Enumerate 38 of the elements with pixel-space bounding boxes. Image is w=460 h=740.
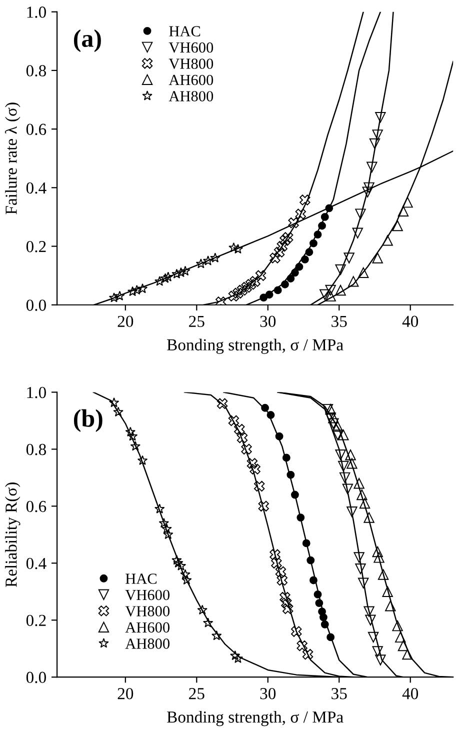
x-tick-label: 25 (189, 316, 204, 328)
y-tick-label: 0.0 (26, 672, 46, 684)
y-tick-label: 0.2 (26, 240, 46, 252)
annotation: (a) (74, 29, 101, 52)
y-tick-label: 1.0 (27, 386, 46, 398)
x-tick-label: 30 (260, 316, 276, 328)
y-tick-label: 0.4 (26, 558, 46, 570)
y-axis-title: Reliability R(σ) (5, 482, 20, 588)
x-tick-label: 40 (402, 688, 418, 700)
x-tick-label: 20 (118, 316, 134, 328)
y-tick-label: 0.4 (26, 182, 46, 194)
y-tick-label: 0.2 (26, 614, 46, 626)
legend-label: HAC (126, 574, 157, 584)
y-tick-label: 0.6 (26, 500, 46, 512)
y-tick-label: 0.0 (26, 300, 46, 311)
legend-label: AH600 (125, 622, 170, 633)
y-tick-label: 0.8 (26, 444, 46, 456)
legend-label: AH800 (168, 91, 214, 102)
x-tick-label: 35 (332, 688, 347, 700)
y-tick-label: 0.8 (26, 65, 46, 76)
legend-label: HAC (169, 26, 200, 36)
x-tick-label: 40 (402, 316, 418, 328)
y-axis-title: Failure rate λ (σ) (4, 102, 20, 214)
x-tick-label: 20 (118, 688, 134, 700)
x-tick-label: 35 (332, 316, 347, 328)
legend-label: AH600 (168, 74, 214, 86)
legend-label: VH800 (125, 606, 170, 616)
x-tick-label: 30 (260, 688, 276, 700)
legend-label: VH600 (168, 42, 214, 53)
x-axis-title: Bonding strength, σ / MPa (167, 710, 344, 726)
legend-label: VH600 (125, 590, 170, 600)
legend-label: AH800 (125, 638, 170, 649)
x-axis-title: Bonding strength, σ / MPa (167, 338, 344, 354)
legend-label: VH800 (168, 58, 214, 69)
y-tick-label: 0.6 (26, 124, 46, 136)
x-tick-label: 25 (189, 688, 204, 700)
annotation: (b) (74, 409, 102, 432)
y-tick-label: 1.0 (27, 6, 46, 18)
